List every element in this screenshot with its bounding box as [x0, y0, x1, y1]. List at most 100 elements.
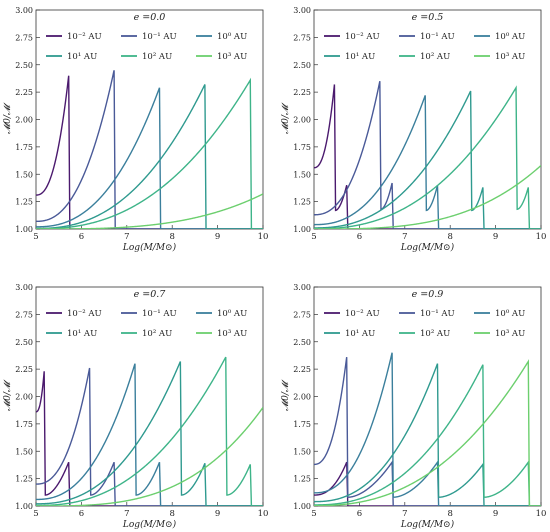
series-line-3 [36, 84, 263, 229]
series-line-0 [36, 371, 263, 506]
legend-label: 10⁻² AU [345, 32, 380, 42]
x-tick-label: 5 [311, 509, 316, 519]
y-tick-label: 2.75 [15, 310, 33, 319]
series-line-4 [314, 85, 541, 229]
y-tick-label: 1.00 [293, 225, 311, 234]
series-line-2 [36, 87, 263, 229]
legend-label: 10⁻¹ AU [420, 309, 455, 319]
chart-title: e =0.5 [412, 12, 444, 23]
y-tick-label: 2.50 [15, 61, 33, 70]
y-tick-label: 2.00 [293, 116, 311, 125]
x-tick-label: 6 [357, 232, 362, 242]
y-tick-label: 1.75 [15, 420, 33, 429]
series-line-3 [36, 361, 263, 506]
x-tick-label: 9 [493, 509, 498, 519]
x-tick-label: 5 [311, 232, 316, 242]
chart-title: e =0.0 [134, 12, 166, 23]
x-axis-label: Log(M/M⊙) [400, 519, 455, 530]
y-tick-label: 1.75 [293, 420, 311, 429]
y-tick-label: 2.75 [293, 33, 311, 42]
chart-panel-bottom-right: 1.00 1.25 1.50 1.75 2.00 2.25 2.50 2.75 3.00 5 6 7 8… [281, 283, 546, 530]
x-tick-label: 6 [357, 509, 362, 519]
x-axis-label: Log(M/M⊙) [122, 519, 177, 530]
legend-label: 10² AU [420, 52, 450, 62]
series-line-1 [314, 356, 541, 506]
series-line-4 [36, 356, 263, 506]
x-axis-label: Log(M/M⊙) [400, 242, 455, 253]
y-tick-label: 1.50 [15, 170, 33, 179]
y-tick-label: 2.00 [15, 393, 33, 402]
y-tick-label: 2.75 [293, 310, 311, 319]
y-tick-label: 1.50 [293, 170, 311, 179]
legend-label: 10³ AU [495, 329, 525, 339]
legend-label: 10³ AU [495, 52, 525, 62]
x-axis-label: Log(M/M⊙) [122, 242, 177, 253]
x-tick-label: 7 [402, 509, 407, 519]
y-tick-label: 2.25 [293, 88, 311, 97]
chart-panel-bottom-left: 1.00 1.25 1.50 1.75 2.00 2.25 2.50 2.75 3.00 5 6 7 8… [3, 283, 268, 530]
x-tick-label: 10 [536, 509, 547, 519]
legend-label: 10⁰ AU [495, 32, 525, 42]
series-line-3 [314, 90, 541, 229]
legend-label: 10² AU [142, 52, 172, 62]
y-tick-label: 2.00 [293, 393, 311, 402]
y-tick-label: 2.25 [15, 88, 33, 97]
y-tick-label: 3.00 [15, 283, 33, 292]
y-tick-label: 2.50 [293, 338, 311, 347]
chart-title: e =0.7 [134, 289, 167, 300]
legend-label: 10³ AU [217, 52, 247, 62]
y-tick-label: 1.75 [293, 143, 311, 152]
series-line-2 [314, 352, 541, 506]
x-tick-label: 8 [447, 509, 452, 519]
y-tick-label: 2.75 [15, 33, 33, 42]
y-axis-label: 𝓜0/𝓜 [281, 379, 291, 411]
series-line-5 [314, 164, 541, 229]
y-tick-label: 1.50 [293, 447, 311, 456]
y-tick-label: 2.50 [15, 338, 33, 347]
x-tick-label: 9 [493, 232, 498, 242]
y-tick-label: 1.25 [15, 475, 33, 484]
y-tick-label: 2.25 [15, 365, 33, 374]
legend-label: 10¹ AU [67, 52, 97, 62]
y-tick-label: 1.25 [15, 198, 33, 207]
y-tick-label: 1.25 [293, 475, 311, 484]
y-axis-label: 𝓜0/𝓜 [3, 102, 13, 134]
y-tick-label: 1.75 [15, 143, 33, 152]
x-tick-label: 10 [258, 232, 269, 242]
y-tick-label: 1.50 [15, 447, 33, 456]
series-line-4 [314, 364, 541, 506]
series-line-1 [36, 70, 263, 229]
x-tick-label: 9 [215, 509, 220, 519]
legend-label: 10² AU [420, 329, 450, 339]
chart-panel-top-right: 1.00 1.25 1.50 1.75 2.00 2.25 2.50 2.75 3.00 5 6 7 8… [281, 6, 546, 253]
legend-label: 10⁻¹ AU [420, 32, 455, 42]
legend-label: 10⁰ AU [217, 309, 247, 319]
y-axis-label: 𝓜0/𝓜 [281, 102, 291, 134]
series-line-0 [314, 84, 541, 229]
x-tick-label: 5 [33, 232, 38, 242]
x-tick-label: 5 [33, 509, 38, 519]
x-tick-label: 10 [258, 509, 269, 519]
y-tick-label: 2.00 [15, 116, 33, 125]
series-line-1 [314, 81, 541, 229]
x-tick-label: 7 [124, 232, 129, 242]
series-line-2 [36, 363, 263, 506]
legend-label: 10³ AU [217, 329, 247, 339]
legend-label: 10⁻² AU [67, 309, 102, 319]
y-tick-label: 1.25 [293, 198, 311, 207]
chart-title: e =0.9 [412, 289, 444, 300]
y-tick-label: 2.25 [293, 365, 311, 374]
legend-label: 10¹ AU [345, 52, 375, 62]
legend-label: 10⁰ AU [217, 32, 247, 42]
legend-label: 10² AU [142, 329, 172, 339]
series-line-0 [36, 75, 263, 229]
legend-label: 10⁰ AU [495, 309, 525, 319]
series-line-5 [36, 193, 263, 229]
y-tick-label: 2.50 [293, 61, 311, 70]
y-tick-label: 3.00 [293, 283, 311, 292]
series-line-3 [314, 363, 541, 506]
legend-label: 10¹ AU [67, 329, 97, 339]
x-tick-label: 10 [536, 232, 547, 242]
x-tick-label: 9 [215, 232, 220, 242]
series-line-5 [314, 359, 541, 506]
